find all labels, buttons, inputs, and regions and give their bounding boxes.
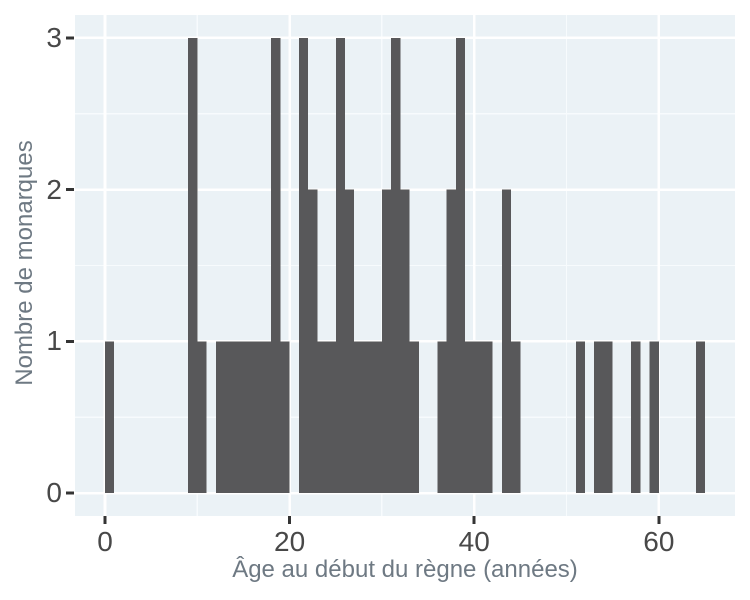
x-tick-label: 20 bbox=[274, 526, 306, 557]
y-tick-mark bbox=[66, 339, 74, 343]
histogram-bar bbox=[363, 341, 373, 494]
x-tick-label: 40 bbox=[458, 526, 490, 557]
histogram-bar bbox=[326, 341, 336, 494]
x-tick-mark bbox=[288, 516, 292, 524]
histogram-bar bbox=[483, 341, 493, 494]
histogram-bar bbox=[188, 37, 198, 494]
histogram-bar bbox=[409, 341, 419, 494]
y-tick-label: 1 bbox=[46, 325, 62, 357]
histogram-bar bbox=[511, 341, 521, 494]
x-tick-label: 60 bbox=[643, 526, 675, 557]
histogram-bar bbox=[234, 341, 244, 494]
histogram-bar bbox=[501, 189, 512, 494]
histogram-bar bbox=[252, 341, 262, 494]
x-tick-mark bbox=[472, 516, 476, 524]
histogram-bar bbox=[335, 37, 345, 494]
histogram-bar bbox=[400, 189, 410, 494]
histogram-bar bbox=[317, 341, 327, 494]
histogram-bar bbox=[631, 341, 641, 494]
x-tick-mark bbox=[103, 516, 107, 524]
histogram-bar bbox=[105, 341, 115, 494]
histogram-bar bbox=[649, 341, 659, 494]
y-tick-label: 2 bbox=[46, 173, 62, 205]
histogram-bar bbox=[575, 341, 585, 494]
x-tick-label: 0 bbox=[97, 526, 113, 557]
y-tick-mark bbox=[66, 188, 74, 192]
histogram-bar bbox=[695, 341, 705, 494]
histogram-bar bbox=[446, 189, 456, 494]
histogram-bar bbox=[465, 341, 475, 494]
y-tick-label: 3 bbox=[46, 21, 62, 53]
histogram-bar bbox=[437, 341, 447, 494]
histogram-bar bbox=[603, 341, 613, 494]
y-tick-mark bbox=[66, 491, 74, 495]
histogram-bar bbox=[298, 37, 309, 494]
histogram-bar bbox=[474, 341, 484, 494]
histogram-bar bbox=[345, 189, 355, 494]
histogram-bar bbox=[354, 341, 364, 494]
x-tick-mark bbox=[657, 516, 661, 524]
histogram-bar bbox=[381, 189, 392, 494]
histogram-bar bbox=[261, 341, 272, 494]
x-axis-title: Âge au début du règne (années) bbox=[232, 556, 578, 583]
histogram-bar bbox=[271, 37, 281, 494]
histogram-bar bbox=[455, 37, 465, 494]
y-tick-mark bbox=[66, 36, 74, 40]
histogram-bar bbox=[372, 341, 382, 494]
histogram-bar bbox=[594, 341, 604, 494]
y-tick-label: 0 bbox=[46, 477, 62, 509]
histogram-bar bbox=[280, 341, 290, 494]
histogram-bar bbox=[225, 341, 235, 494]
histogram-bar bbox=[308, 189, 318, 494]
histogram-bar bbox=[391, 37, 401, 494]
histogram-bar bbox=[243, 341, 253, 494]
histogram-bar bbox=[215, 341, 225, 494]
histogram-bar bbox=[197, 341, 207, 494]
